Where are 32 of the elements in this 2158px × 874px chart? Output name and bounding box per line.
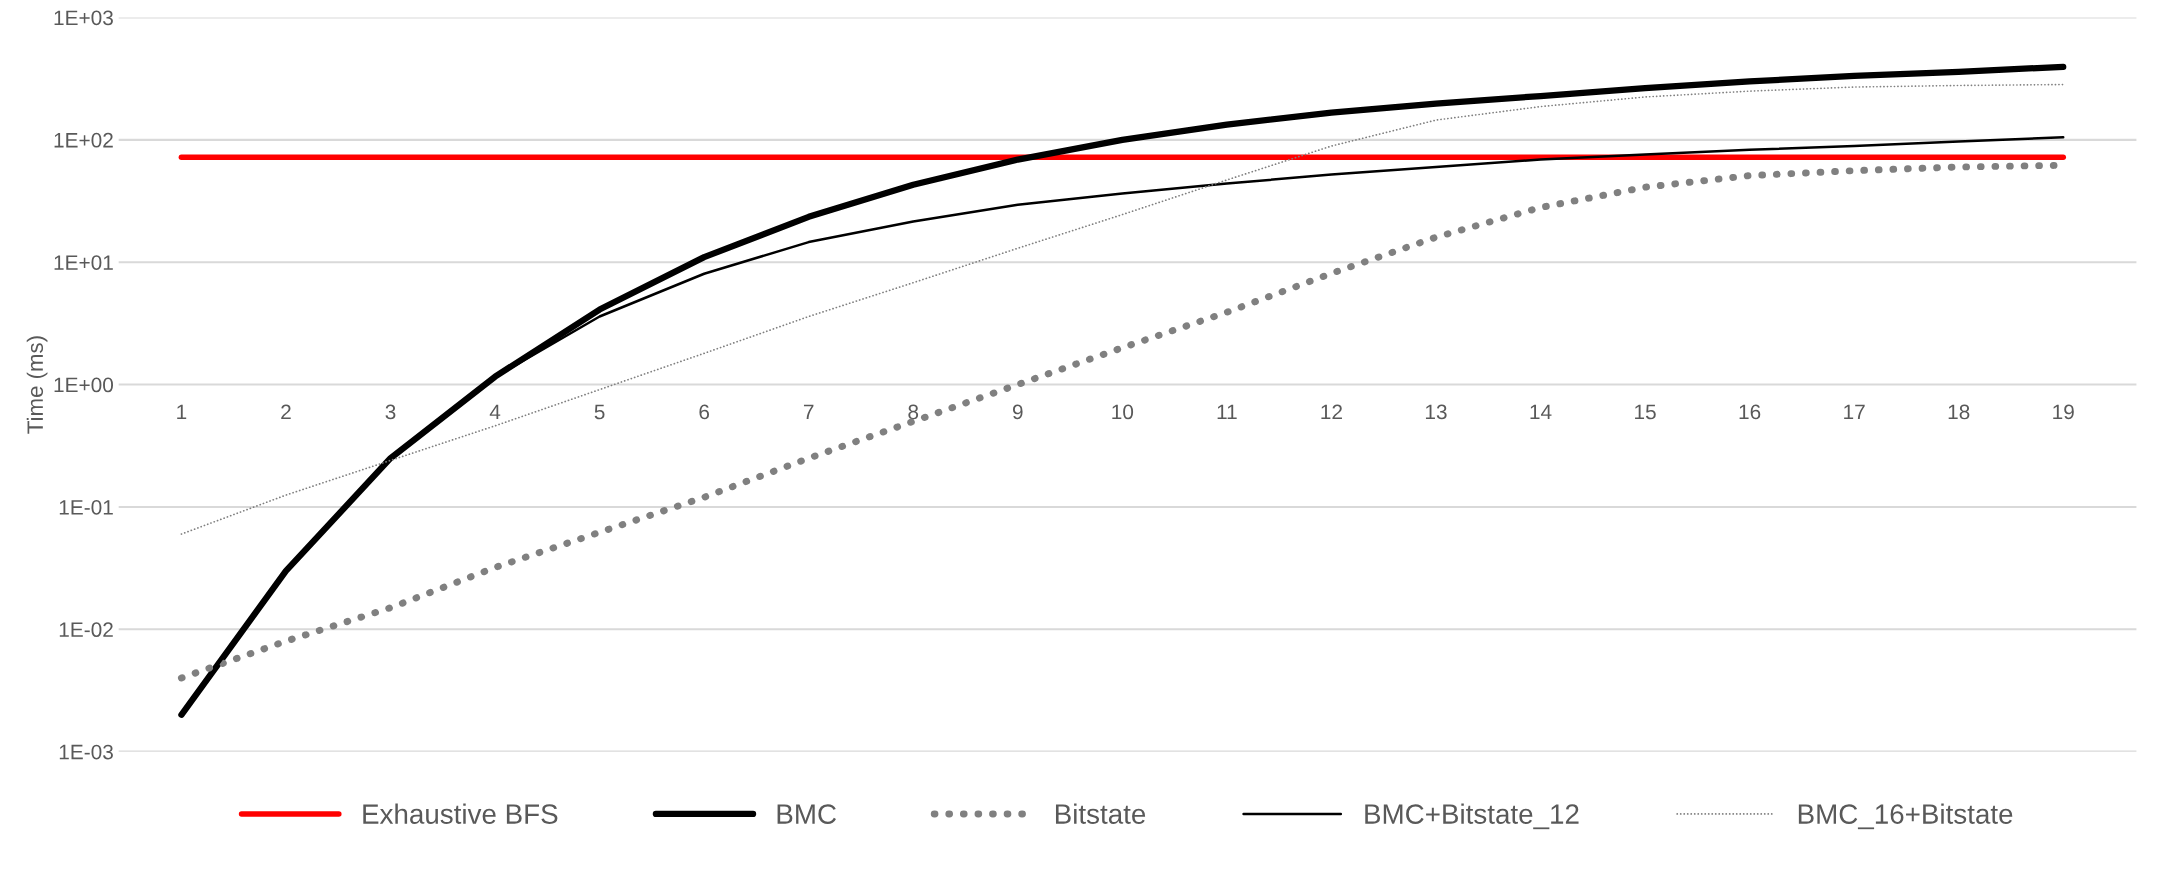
- y-tick-label: 1E+03: [54, 10, 113, 26]
- x-tick-label: 2: [281, 404, 291, 420]
- x-tick-label: 8: [908, 404, 919, 420]
- y-tick-label: 1E+01: [54, 255, 113, 270]
- x-tick-label: 9: [1012, 404, 1023, 420]
- legend-label: Exhaustive BFS: [363, 803, 558, 824]
- x-tick-label: 5: [594, 404, 605, 420]
- legend-label: BMC_16+Bitstate: [1798, 803, 2013, 830]
- x-tick-label: 15: [1635, 404, 1656, 420]
- x-tick-label: 11: [1217, 404, 1237, 420]
- legend-label: BMC: [777, 804, 836, 824]
- y-tick-label: 1E+02: [54, 132, 113, 148]
- y-tick-label: 1E+00: [54, 377, 114, 393]
- x-tick-label: 6: [699, 404, 710, 420]
- y-axis-title: Time (ms): [26, 336, 48, 434]
- y-tick-label: 1E-03: [59, 744, 113, 760]
- x-tick-label: 18: [1948, 404, 1970, 420]
- x-tick-label: 3: [385, 404, 396, 420]
- x-tick-label: 14: [1530, 404, 1552, 420]
- y-tick-label: 1E-02: [59, 622, 113, 638]
- legend-label: Bitstate: [1055, 803, 1146, 824]
- x-tick-label: 4: [489, 404, 501, 420]
- legend-label: BMC+Bitstate_12: [1365, 803, 1579, 830]
- y-tick-label: 1E-01: [59, 499, 113, 515]
- x-tick-label: 10: [1112, 404, 1134, 420]
- x-tick-label: 19: [2053, 404, 2074, 420]
- x-tick-label: 16: [1739, 404, 1761, 420]
- x-tick-label: 7: [803, 404, 814, 420]
- x-tick-label: 1: [177, 404, 187, 420]
- x-tick-label: 17: [1844, 404, 1865, 420]
- x-tick-label: 13: [1425, 404, 1447, 420]
- x-tick-label: 12: [1321, 404, 1342, 420]
